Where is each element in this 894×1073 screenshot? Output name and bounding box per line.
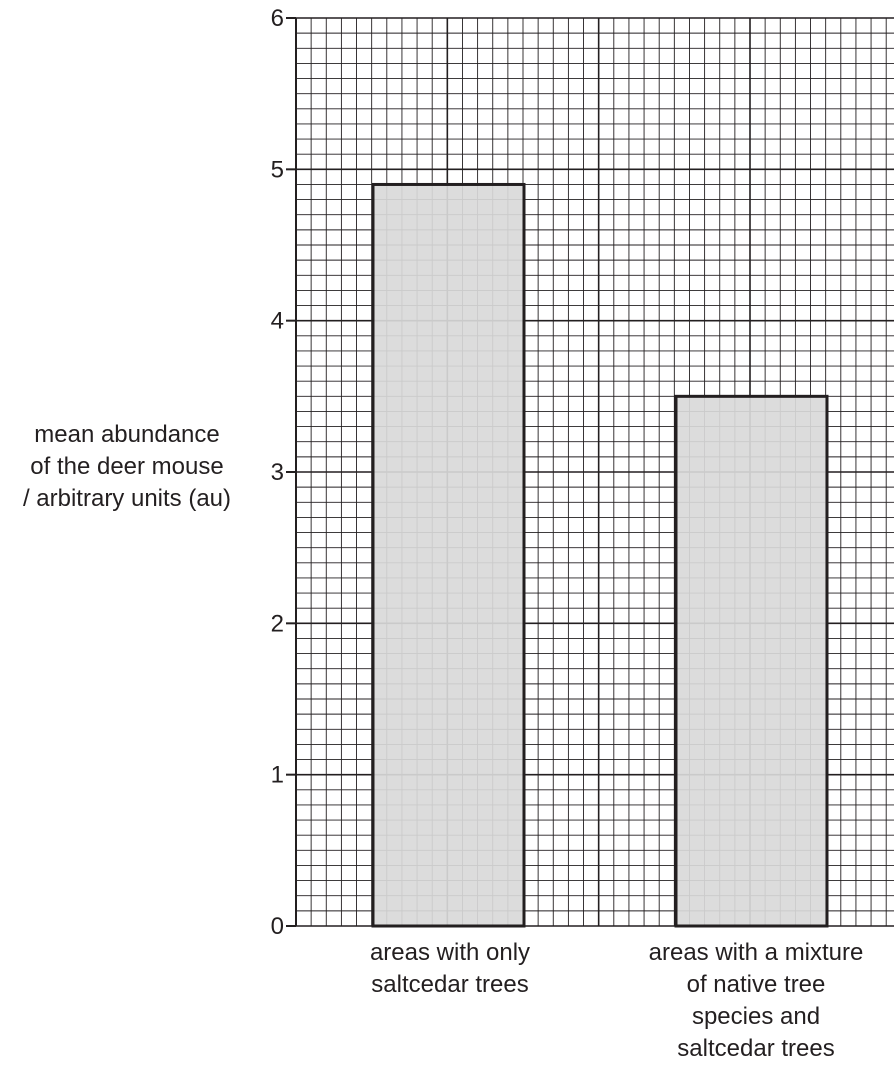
y-axis-title-line: / arbitrary units (au) bbox=[23, 485, 231, 512]
y-tick-label: 4 bbox=[271, 308, 284, 335]
y-axis: 0 1 2 3 4 5 6 bbox=[271, 5, 297, 940]
y-axis-title-line: of the deer mouse bbox=[30, 453, 223, 480]
bar-2 bbox=[674, 394, 829, 928]
category-label-line: saltcedar trees bbox=[677, 1035, 834, 1062]
y-tick-label: 0 bbox=[271, 913, 284, 940]
category-labels: areas with only saltcedar trees areas with… bbox=[370, 939, 863, 1062]
bar-1 bbox=[371, 182, 526, 928]
y-axis-title: mean abundance of the deer mouse / arbitra… bbox=[23, 421, 231, 512]
y-tick-label: 6 bbox=[271, 5, 284, 32]
category-label-line: areas with a mixture bbox=[649, 939, 864, 966]
y-tick-label: 5 bbox=[271, 156, 284, 183]
category-label-line: species and bbox=[692, 1003, 820, 1030]
category-label-line: areas with only bbox=[370, 939, 530, 966]
category-label-line: saltcedar trees bbox=[371, 971, 528, 998]
y-axis-title-line: mean abundance bbox=[34, 421, 219, 448]
category-label-line: of native tree bbox=[687, 971, 826, 998]
y-tick-label: 2 bbox=[271, 610, 284, 637]
y-tick-label: 3 bbox=[271, 459, 284, 486]
bars-group bbox=[371, 182, 829, 928]
y-tick-label: 1 bbox=[271, 762, 284, 789]
